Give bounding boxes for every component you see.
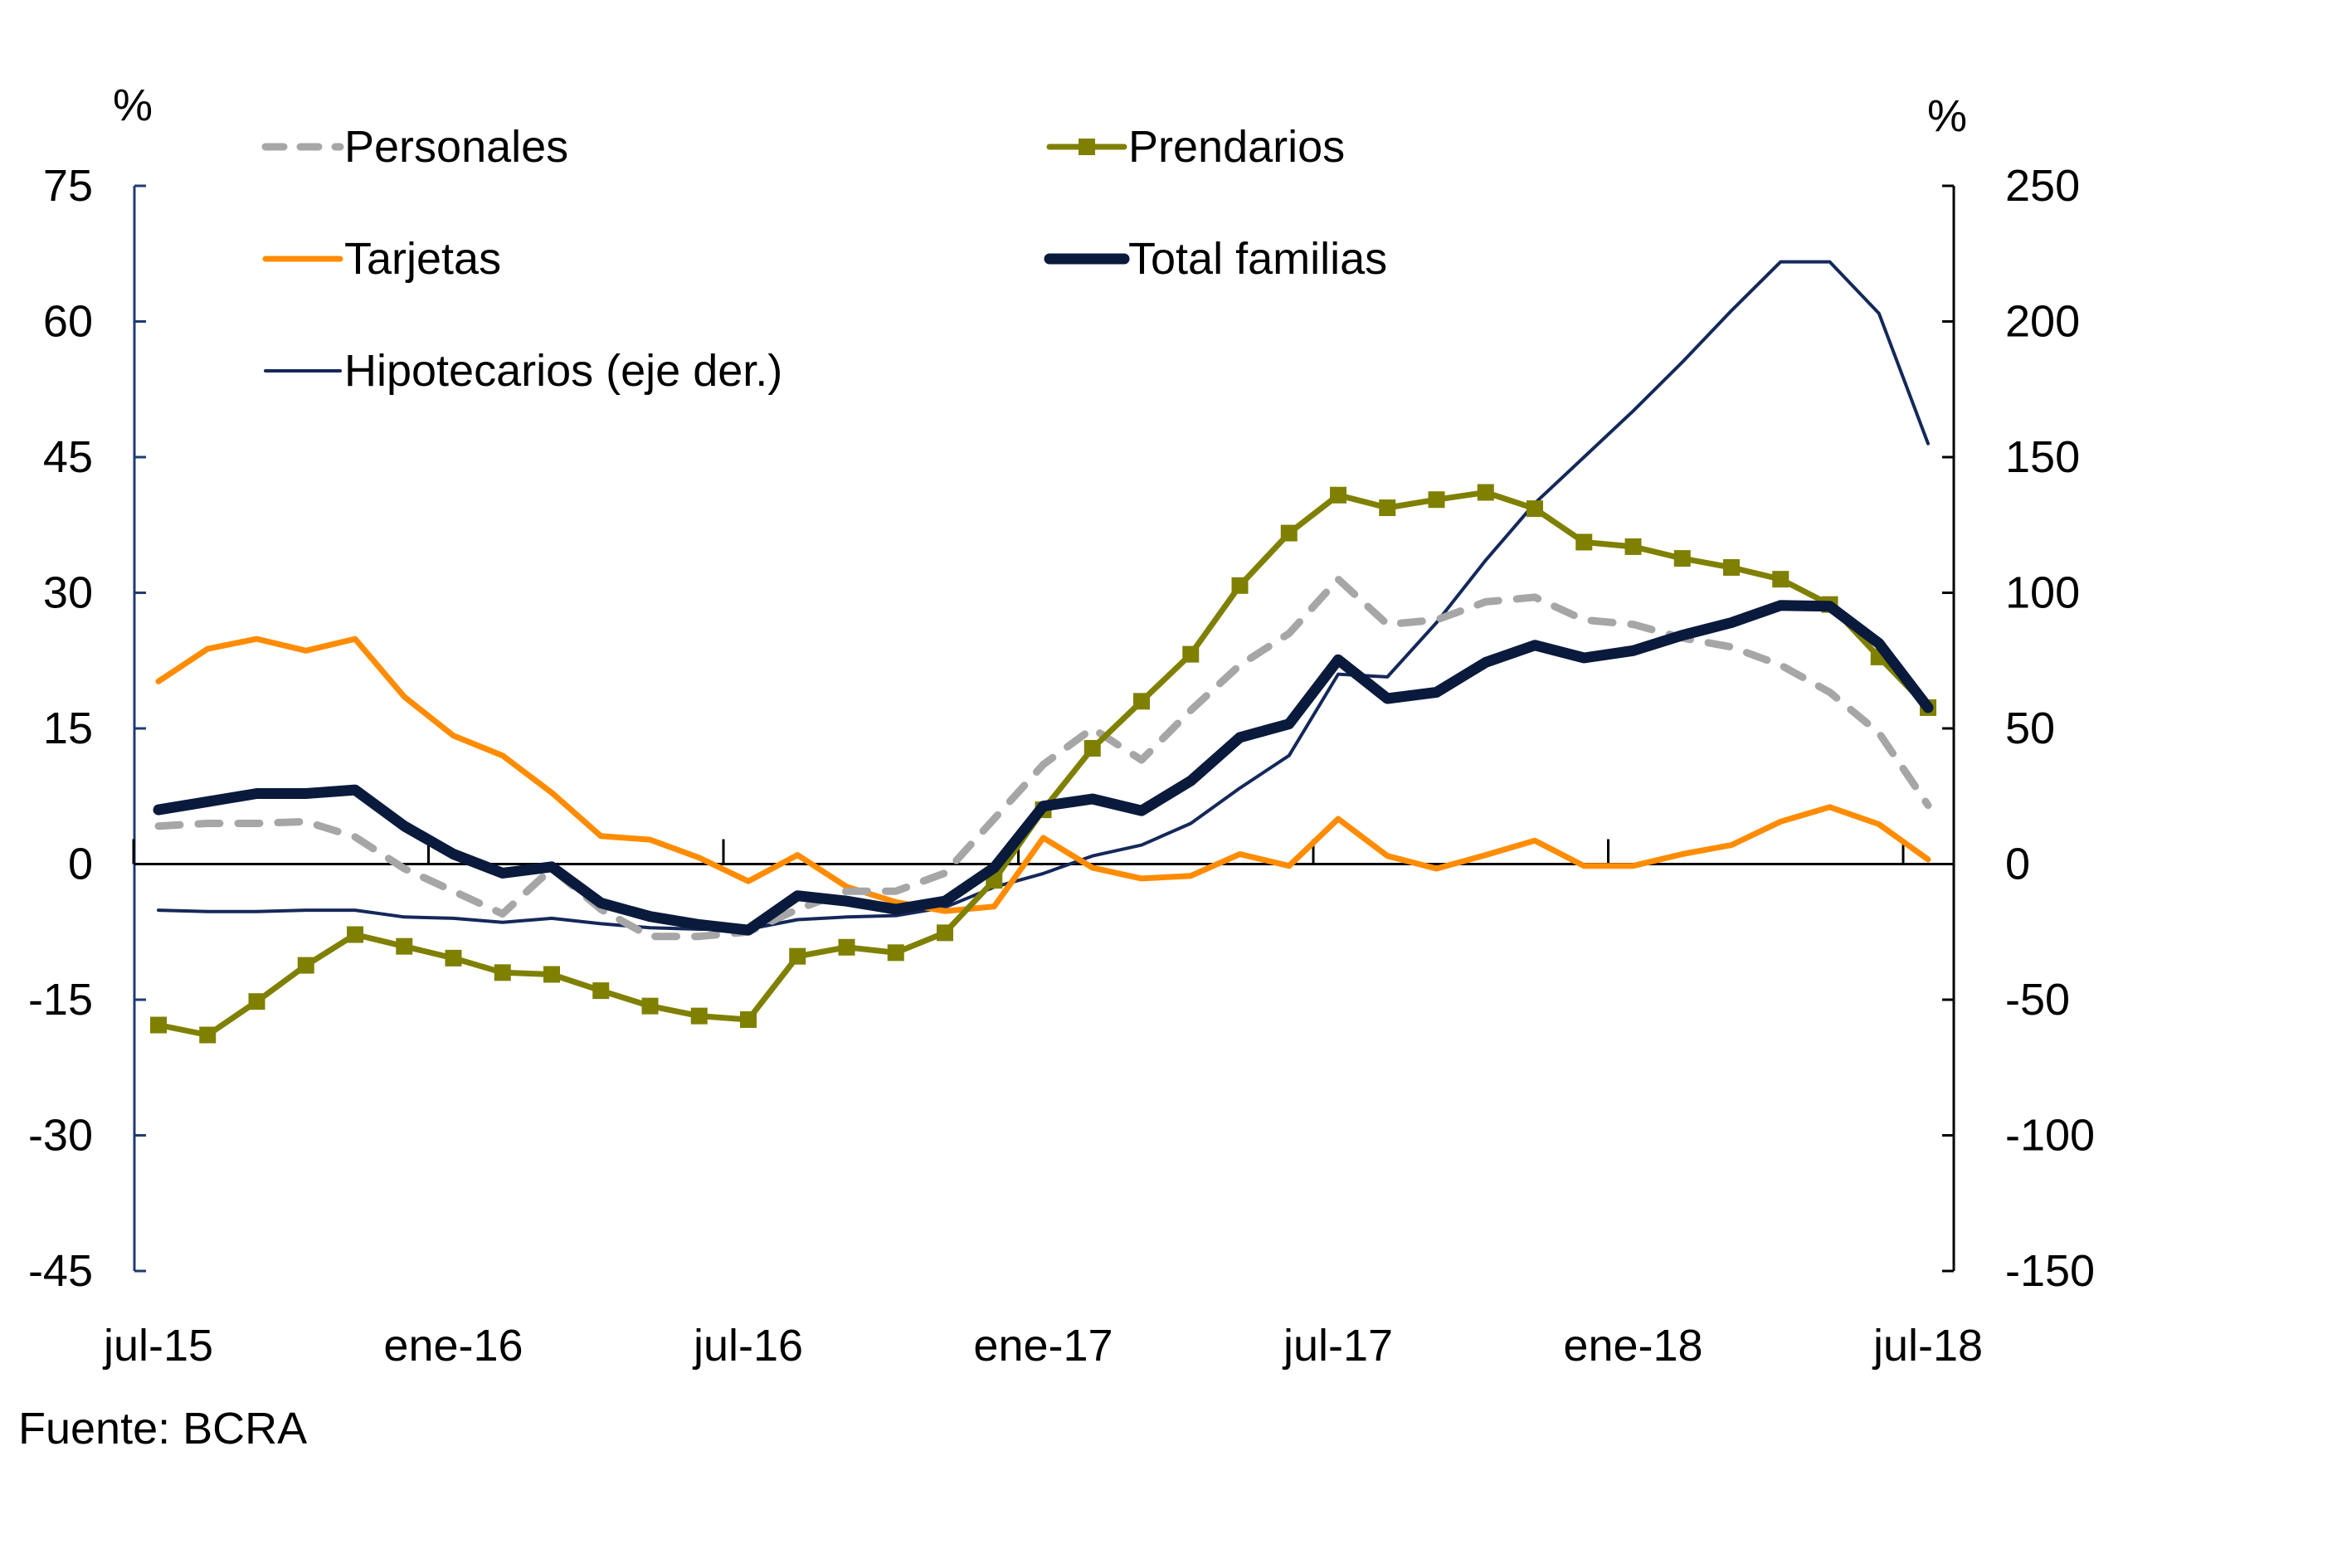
left-tick-label: -45 bbox=[28, 1246, 93, 1296]
series-line-total-familias bbox=[153, 600, 1934, 936]
right-tick-label: 100 bbox=[2005, 568, 2080, 618]
prendarios-marker bbox=[1379, 499, 1396, 517]
prendarios-marker bbox=[1330, 486, 1346, 504]
prendarios-marker bbox=[1673, 550, 1691, 567]
prendarios-marker bbox=[1428, 491, 1445, 509]
prendarios-marker bbox=[347, 926, 363, 943]
right-tick-label: 200 bbox=[2005, 297, 2080, 347]
prendarios-marker bbox=[494, 964, 511, 981]
prendarios-marker bbox=[150, 1016, 167, 1034]
x-tick-label: ene-18 bbox=[1563, 1321, 1702, 1371]
legend-label: Personales bbox=[344, 122, 568, 172]
prendarios-marker bbox=[1477, 484, 1494, 501]
left-tick-label: 75 bbox=[43, 161, 93, 211]
legend-label: Hipotecarios (eje der.) bbox=[344, 346, 782, 396]
prendarios-marker bbox=[1133, 693, 1150, 710]
prendarios-marker bbox=[740, 1010, 757, 1028]
legend-label: Total familias bbox=[1128, 234, 1387, 284]
prendarios-marker bbox=[199, 1026, 217, 1044]
left-tick-label: 60 bbox=[43, 297, 93, 347]
prendarios-marker bbox=[641, 997, 659, 1015]
right-tick-label: -50 bbox=[2005, 975, 2070, 1025]
prendarios-marker bbox=[445, 949, 462, 967]
prendarios-marker bbox=[248, 993, 265, 1010]
left-tick-label: 30 bbox=[43, 568, 93, 618]
prendarios-marker bbox=[1575, 533, 1593, 551]
prendarios-marker bbox=[543, 966, 560, 983]
left-tick-label: 45 bbox=[43, 432, 93, 482]
prendarios-marker bbox=[1083, 739, 1101, 757]
series-line-personales bbox=[154, 575, 1932, 941]
prendarios-marker bbox=[789, 947, 806, 965]
left-tick-label: -15 bbox=[28, 975, 93, 1025]
x-tick-label: jul-18 bbox=[1872, 1321, 1983, 1371]
x-tick-label: ene-17 bbox=[973, 1321, 1113, 1371]
prendarios-marker bbox=[1527, 500, 1543, 518]
right-tick-label: -150 bbox=[2005, 1246, 2095, 1296]
right-tick-label: -100 bbox=[2005, 1111, 2095, 1161]
left-tick-label: 0 bbox=[68, 840, 93, 889]
legend-label: Tarjetas bbox=[344, 234, 501, 284]
left-tick-label: -30 bbox=[28, 1111, 93, 1161]
x-tick-label: jul-16 bbox=[692, 1321, 803, 1371]
legend-label: Prendarios bbox=[1128, 122, 1345, 172]
series-line-hipotecarios-eje-der bbox=[157, 260, 1930, 931]
legend-marker bbox=[1079, 139, 1095, 155]
right-tick-label: 50 bbox=[2005, 704, 2055, 753]
prendarios-marker bbox=[1182, 645, 1200, 663]
left-axis-unit-label: % bbox=[113, 80, 153, 130]
right-tick-label: 150 bbox=[2005, 432, 2080, 482]
right-tick-label: 0 bbox=[2005, 840, 2030, 889]
prendarios-marker bbox=[1624, 538, 1642, 555]
source-note: Fuente: BCRA bbox=[18, 1404, 307, 1454]
prendarios-marker bbox=[690, 1007, 708, 1025]
series-line-tarjetas bbox=[155, 635, 1931, 914]
x-tick-label: jul-15 bbox=[102, 1321, 213, 1371]
right-axis-unit-label: % bbox=[1927, 91, 1967, 141]
prendarios-marker bbox=[297, 957, 314, 974]
prendarios-marker bbox=[1772, 571, 1790, 588]
right-tick-label: 250 bbox=[2005, 161, 2080, 211]
prendarios-marker bbox=[1231, 577, 1249, 594]
prendarios-marker bbox=[592, 982, 610, 1000]
prendarios-marker bbox=[937, 924, 953, 942]
prendarios-marker bbox=[838, 938, 855, 956]
prendarios-marker bbox=[396, 937, 413, 955]
prendarios-marker bbox=[1723, 558, 1740, 576]
prendarios-marker bbox=[1280, 524, 1298, 542]
left-tick-label: 15 bbox=[43, 704, 93, 753]
x-tick-label: jul-17 bbox=[1282, 1321, 1393, 1371]
x-tick-label: ene-16 bbox=[383, 1321, 523, 1371]
prendarios-marker bbox=[887, 944, 904, 962]
